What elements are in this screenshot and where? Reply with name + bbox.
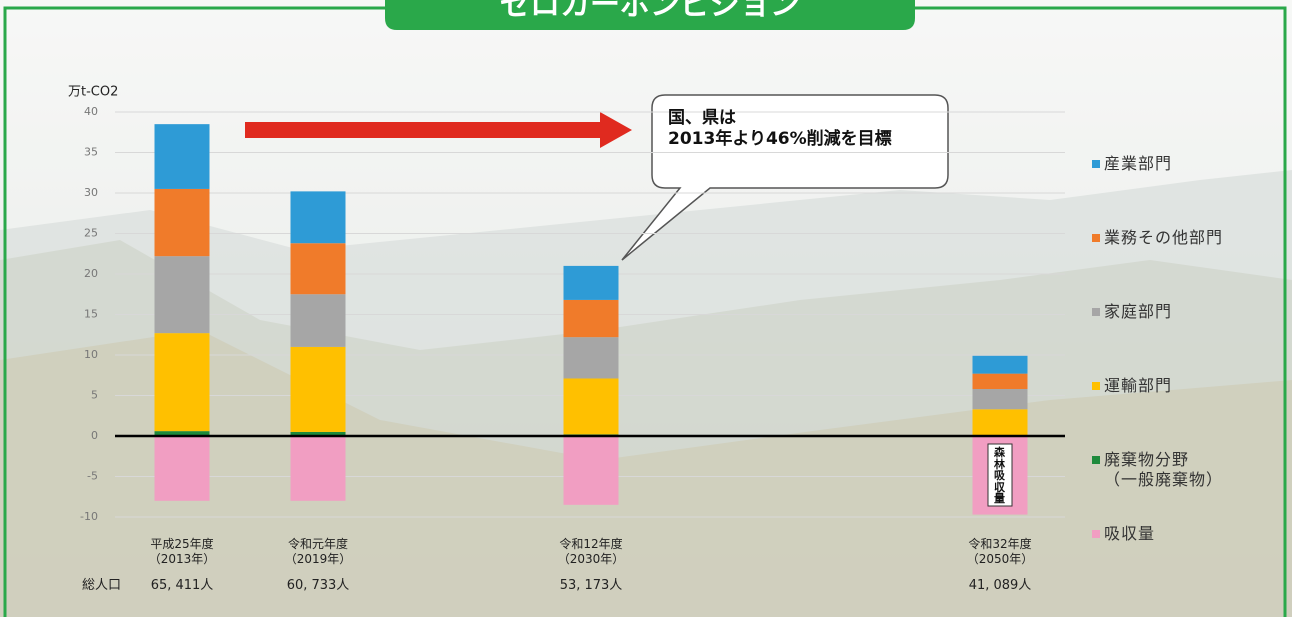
legend-swatch	[1092, 382, 1100, 390]
y-tick-label: 35	[84, 146, 98, 159]
bar-segment	[973, 409, 1028, 435]
bar-segment	[291, 436, 346, 501]
population-value: 65, 411人	[122, 578, 242, 594]
y-tick-label: 10	[84, 348, 98, 361]
legend-swatch	[1092, 234, 1100, 242]
bar-segment	[291, 347, 346, 432]
chart: ゼロカーボンビジョン 万t-CO2 -10 -5 0 5 10 15 20 25 30 35 40	[0, 0, 1292, 617]
y-tick-label: 30	[84, 186, 98, 199]
legend-label: 家庭部門	[1104, 302, 1172, 322]
y-tick-label: 15	[84, 308, 98, 321]
y-tick-label: 0	[91, 429, 98, 442]
y-tick-label: 20	[84, 267, 98, 280]
bar-label: 森林吸収量	[994, 447, 1006, 505]
page: ゼロカーボンビジョン 万t-CO2 -10-50510152025303540 …	[0, 0, 1292, 617]
bar-segment	[291, 191, 346, 243]
bar-segment	[973, 389, 1028, 409]
x-tick-label: 令和元年度 （2019年）	[258, 537, 378, 567]
y-tick-label: 5	[91, 389, 98, 402]
bar-segment	[291, 243, 346, 294]
bar-segment	[155, 436, 210, 501]
legend-label: 産業部門	[1104, 154, 1172, 174]
population-label: 総人口	[82, 578, 121, 594]
legend-label: 吸収量	[1104, 524, 1155, 544]
bar-segment	[564, 436, 619, 505]
bar-segment	[291, 294, 346, 347]
bar-segment	[564, 266, 619, 300]
bar-segment	[155, 333, 210, 431]
x-tick-label: 平成25年度 （2013年）	[122, 537, 242, 567]
x-tick-label: 令和32年度 （2050年）	[940, 537, 1060, 567]
bar-segment	[155, 124, 210, 189]
legend-label: 業務その他部門	[1104, 228, 1223, 248]
legend-label: 廃棄物分野 （一般廃棄物）	[1104, 450, 1223, 490]
legend-swatch	[1092, 160, 1100, 168]
legend-label: 運輸部門	[1104, 376, 1172, 396]
bar-segment	[155, 256, 210, 333]
y-tick-label: 40	[84, 105, 98, 118]
population-value: 53, 173人	[531, 578, 651, 594]
y-tick-label: -5	[87, 470, 98, 483]
population-value: 41, 089人	[940, 578, 1060, 594]
bar-segment	[973, 374, 1028, 389]
legend-swatch	[1092, 456, 1100, 464]
bar-segment	[564, 378, 619, 434]
population-value: 60, 733人	[258, 578, 378, 594]
y-tick-label: 25	[84, 227, 98, 240]
legend-swatch	[1092, 308, 1100, 316]
title: ゼロカーボンビジョン	[500, 0, 800, 23]
bar-segment	[973, 356, 1028, 374]
annotation: 国、県は 2013年より46%削減を目標	[668, 108, 892, 151]
bar-segment	[155, 189, 210, 256]
bar-segment	[564, 337, 619, 378]
y-tick-label: -10	[80, 510, 98, 523]
legend-swatch	[1092, 530, 1100, 538]
bar-segment	[564, 300, 619, 337]
x-tick-label: 令和12年度 （2030年）	[531, 537, 651, 567]
y-axis-label: 万t-CO2	[68, 85, 118, 100]
